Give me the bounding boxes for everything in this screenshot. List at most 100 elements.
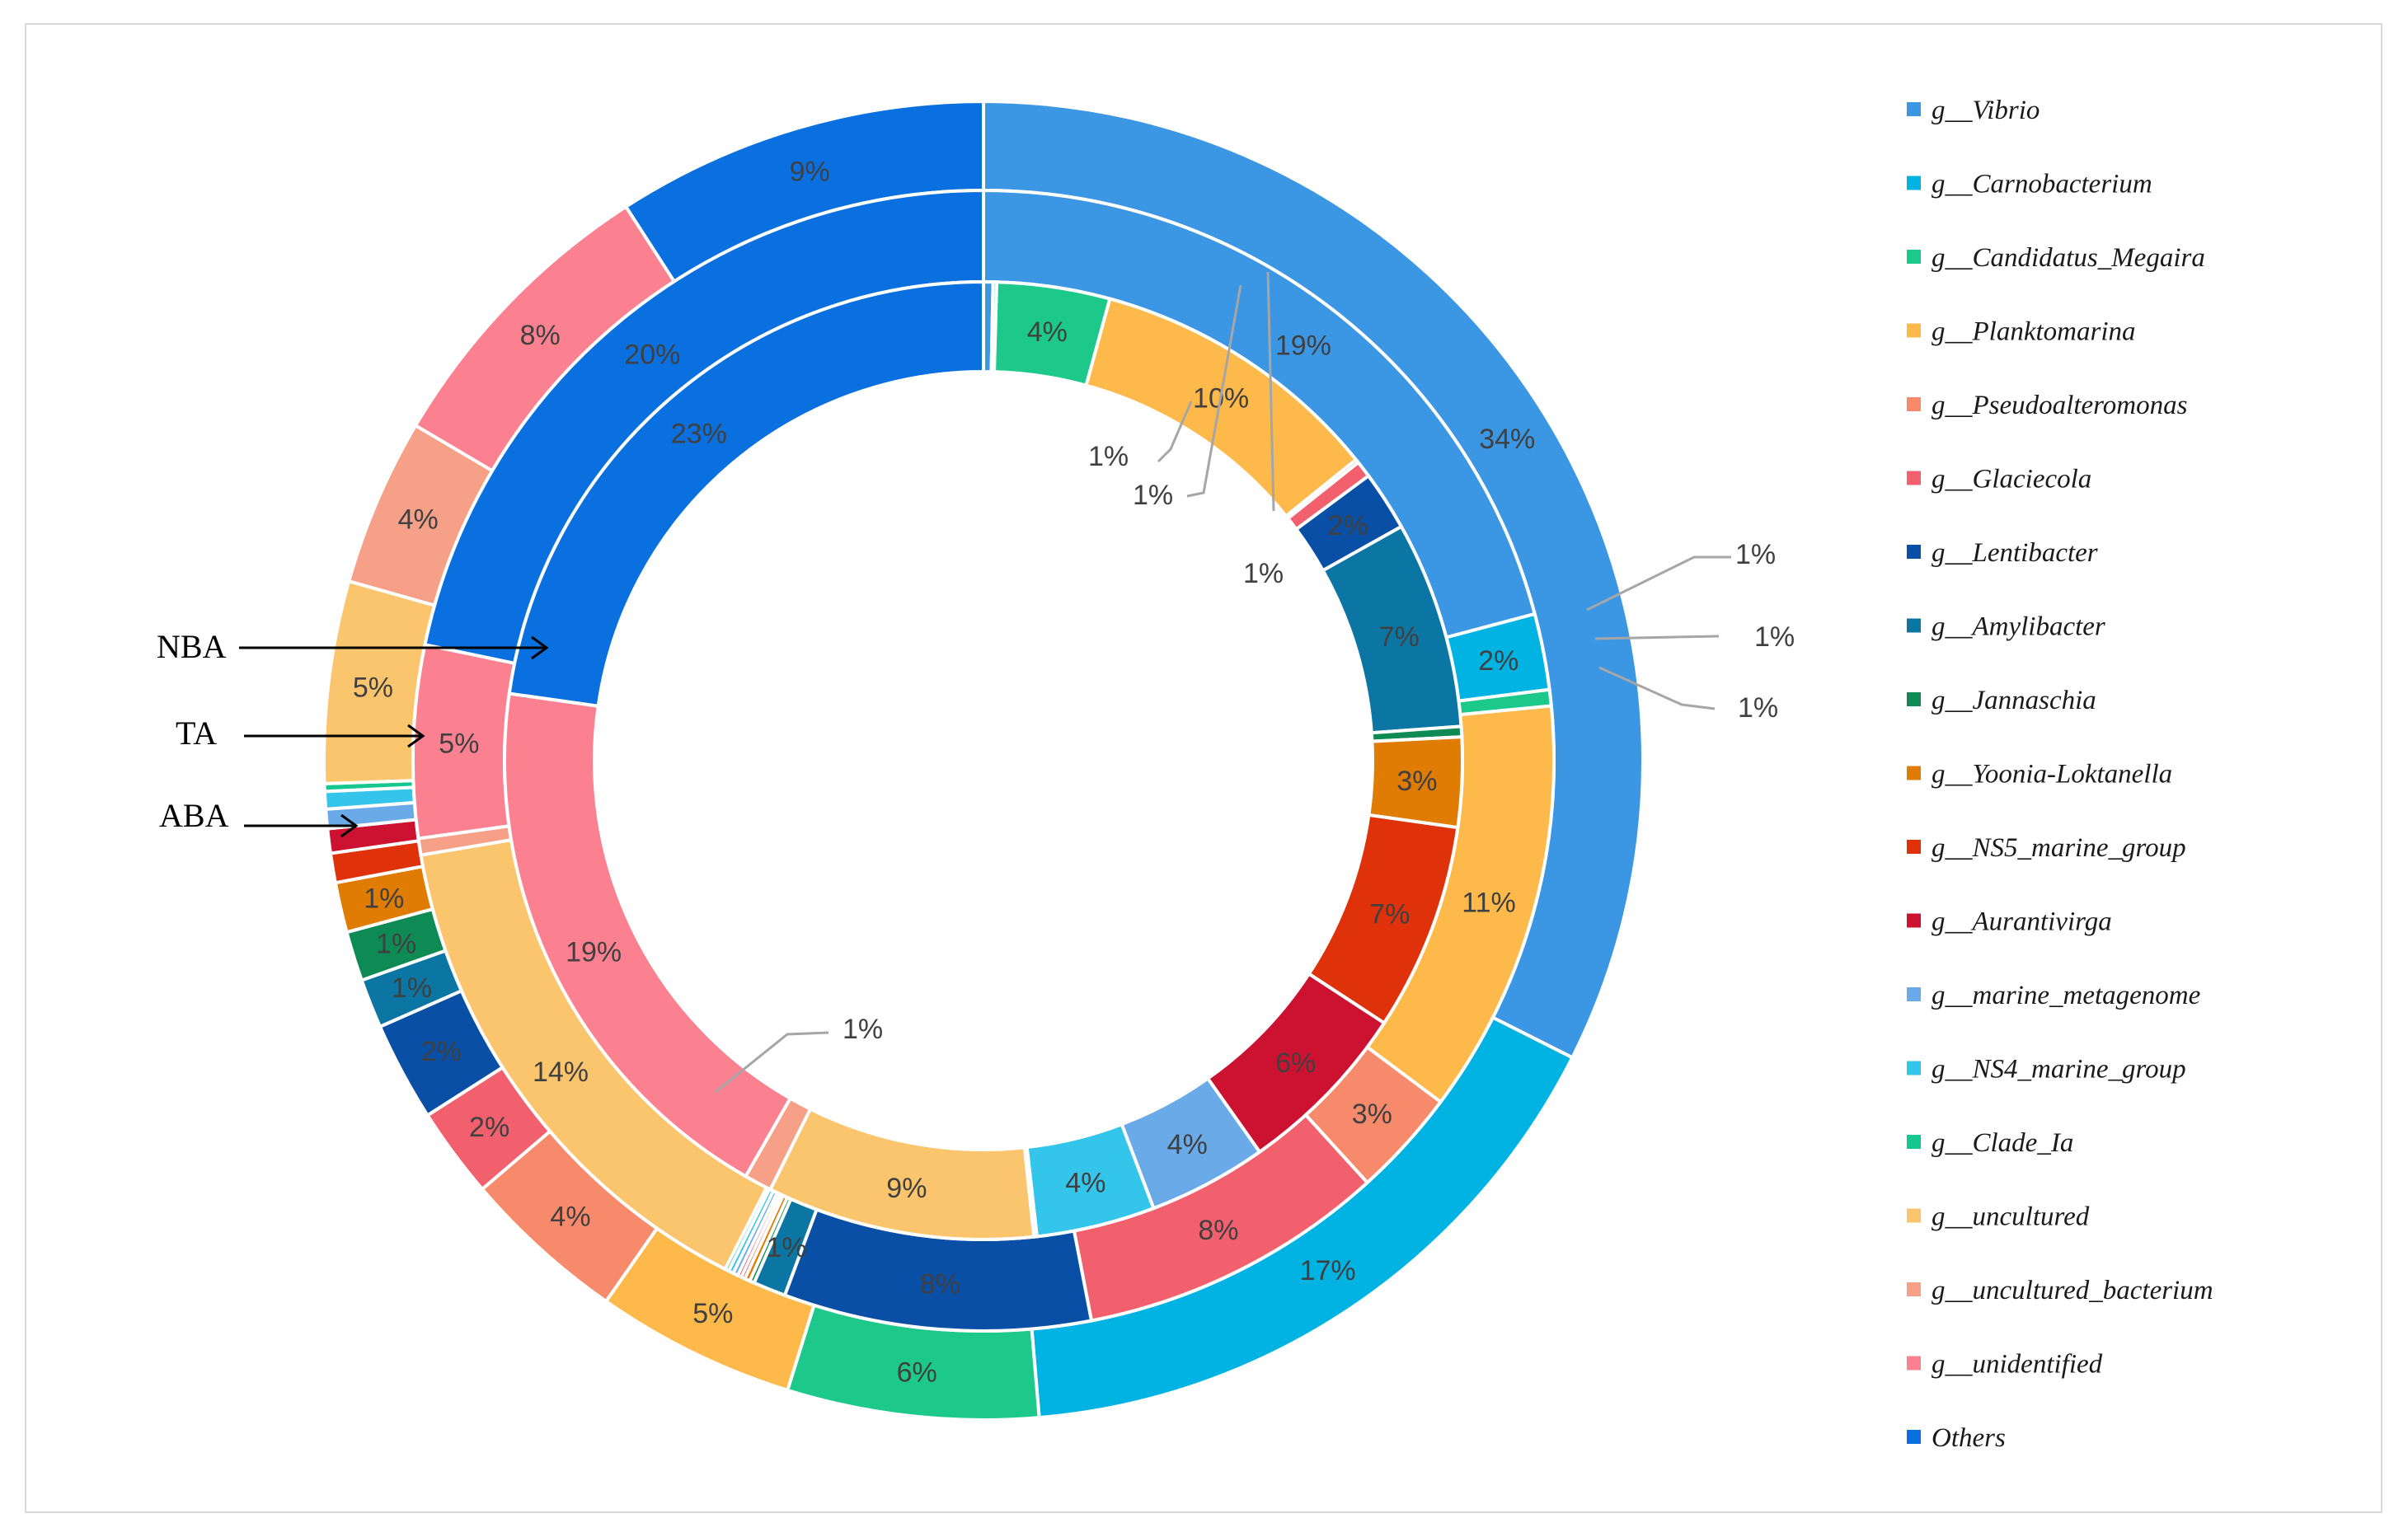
legend-swatch-vibrio (1907, 102, 1921, 116)
label-ta-unidentified: 5% (439, 728, 479, 759)
legend-swatch-clade-ia (1907, 1135, 1921, 1149)
legend-swatch-lentibacter (1907, 545, 1921, 559)
legend-swatch-ns4-marine-group (1907, 1061, 1921, 1075)
legend-label-planktomarina: g__Planktomarina (1932, 317, 2135, 347)
legend-label-uncultured-bacterium: g__uncultured_bacterium (1932, 1276, 2213, 1305)
label-ta-amylibacter: 1% (766, 1232, 806, 1263)
legend: g__Vibrio g__Carnobacterium g__Candidatus_… (1907, 96, 2213, 1453)
legend-label-amylibacter: g__Amylibacter (1932, 612, 2105, 642)
callout-label-6: 1% (843, 1014, 883, 1045)
label-aba-planktomarina: 5% (692, 1298, 733, 1329)
label-nba-others: 23% (671, 418, 727, 449)
label-nba-ns4-marine-group: 4% (1065, 1168, 1105, 1199)
label-nba-marine-metagenome: 4% (1167, 1129, 1208, 1160)
legend-label-carnobacterium: g__Carnobacterium (1932, 170, 2152, 199)
legend-label-marine-metagenome: g__marine_metagenome (1932, 981, 2200, 1010)
arrow-nba-head (531, 635, 549, 660)
legend-swatch-ns5-marine-group (1907, 840, 1921, 854)
callout-label-5: 1% (1738, 692, 1778, 724)
callout-label-0: 1% (1088, 441, 1129, 472)
label-aba-carnobacterium: 17% (1300, 1255, 1356, 1286)
label-ta-carnobacterium: 2% (1478, 645, 1518, 677)
arrow-ta-head (407, 724, 425, 748)
label-aba-uncultured-bacterium: 4% (398, 504, 439, 535)
legend-label-ns4-marine-group: g__NS4_marine_group (1932, 1055, 2186, 1085)
legend-swatch-glaciecola (1907, 471, 1921, 485)
legend-swatch-carnobacterium (1907, 176, 1921, 190)
ring-pointers: NBA TA ABA (157, 628, 549, 838)
callout-line-1 (1186, 284, 1242, 498)
ring-label-nba: NBA (157, 628, 227, 665)
label-nba-amylibacter: 7% (1379, 621, 1420, 653)
callout-label-2: 1% (1243, 558, 1284, 589)
legend-swatch-uncultured-bacterium (1907, 1282, 1921, 1296)
legend-swatch-candidatus-megaira (1907, 250, 1921, 264)
legend-label-vibrio: g__Vibrio (1932, 96, 2040, 125)
legend-swatch-marine-metagenome (1907, 987, 1921, 1001)
legend-label-candidatus-megaira: g__Candidatus_Megaira (1932, 243, 2205, 273)
legend-label-pseudoalteromonas: g__Pseudoalteromonas (1932, 391, 2187, 420)
legend-label-ns5-marine-group: g__NS5_marine_group (1932, 833, 2186, 863)
ring-label-ta: TA (176, 715, 217, 752)
legend-label-unidentified: g__unidentified (1932, 1350, 2103, 1380)
legend-swatch-others (1907, 1430, 1921, 1444)
label-nba-candidatus-megaira: 4% (1027, 316, 1068, 348)
legend-label-clade-ia: g__Clade_Ia (1932, 1128, 2073, 1158)
label-aba-pseudoalteromonas: 4% (550, 1202, 590, 1233)
label-ta-vibrio: 19% (1275, 330, 1331, 361)
label-aba-candidatus-megaira: 6% (897, 1357, 937, 1389)
label-aba-unidentified: 8% (520, 320, 561, 351)
label-ta-others: 20% (624, 339, 680, 370)
callout-label-1: 1% (1133, 480, 1173, 511)
label-nba-lentibacter: 2% (1328, 510, 1368, 541)
label-aba-amylibacter: 1% (392, 972, 432, 1004)
legend-swatch-uncultured (1907, 1208, 1921, 1223)
legend-swatch-jannaschia (1907, 692, 1921, 706)
label-ta-pseudoalteromonas: 3% (1352, 1099, 1392, 1130)
label-nba-unidentified: 19% (566, 936, 622, 968)
legend-swatch-unidentified (1907, 1356, 1921, 1371)
legend-swatch-amylibacter (1907, 618, 1921, 633)
label-aba-yoonia-loktanella: 1% (364, 883, 404, 914)
label-ta-planktomarina: 11% (1462, 887, 1516, 918)
label-nba-uncultured: 9% (886, 1173, 927, 1204)
legend-swatch-planktomarina (1907, 323, 1921, 338)
callout-line-0 (1157, 401, 1193, 463)
label-aba-glaciecola: 2% (469, 1112, 509, 1143)
label-aba-vibrio: 34% (1479, 424, 1535, 455)
legend-label-others: Others (1932, 1423, 2006, 1453)
legend-swatch-pseudoalteromonas (1907, 397, 1921, 411)
slice-nba-others (507, 279, 985, 709)
callout-line-3 (1586, 555, 1731, 612)
legend-label-jannaschia: g__Jannaschia (1932, 686, 2096, 715)
callout-label-4: 1% (1754, 621, 1795, 653)
label-ta-glaciecola: 8% (1198, 1215, 1238, 1246)
ring-label-aba: ABA (159, 797, 229, 834)
label-aba-jannaschia: 1% (376, 928, 416, 959)
label-ta-lentibacter: 8% (920, 1268, 960, 1300)
callout-line-2 (1266, 271, 1275, 512)
donut-rings (322, 99, 1645, 1422)
legend-label-lentibacter: g__Lentibacter (1932, 538, 2098, 568)
callout-line-6 (715, 1031, 829, 1094)
slice-labels: 34%17%6%5%4%2%2%1%1%1%5%4%8%9%19%2%11%3%… (353, 156, 1535, 1388)
label-nba-ns5-marine-group: 7% (1369, 898, 1410, 930)
label-nba-yoonia-loktanella: 3% (1396, 766, 1437, 797)
legend-label-yoonia-loktanella: g__Yoonia-Loktanella (1932, 760, 2172, 790)
callout-line-4 (1594, 635, 1720, 640)
callout-label-3: 1% (1735, 539, 1776, 570)
legend-swatch-aurantivirga (1907, 913, 1921, 928)
callout-line-5 (1598, 666, 1716, 710)
legend-swatch-yoonia-loktanella (1907, 766, 1921, 780)
legend-label-uncultured: g__uncultured (1932, 1202, 2090, 1232)
legend-label-glaciecola: g__Glaciecola (1932, 465, 2091, 494)
legend-label-aurantivirga: g__Aurantivirga (1932, 907, 2112, 937)
label-aba-lentibacter: 2% (421, 1036, 462, 1067)
label-aba-others: 9% (790, 156, 830, 187)
callouts: 1%1%1%1%1%1%1% (715, 271, 1795, 1094)
label-nba-aurantivirga: 6% (1275, 1047, 1316, 1079)
arrow-aba-head (340, 813, 359, 838)
label-aba-uncultured: 5% (353, 672, 393, 703)
label-ta-uncultured: 14% (533, 1057, 589, 1088)
